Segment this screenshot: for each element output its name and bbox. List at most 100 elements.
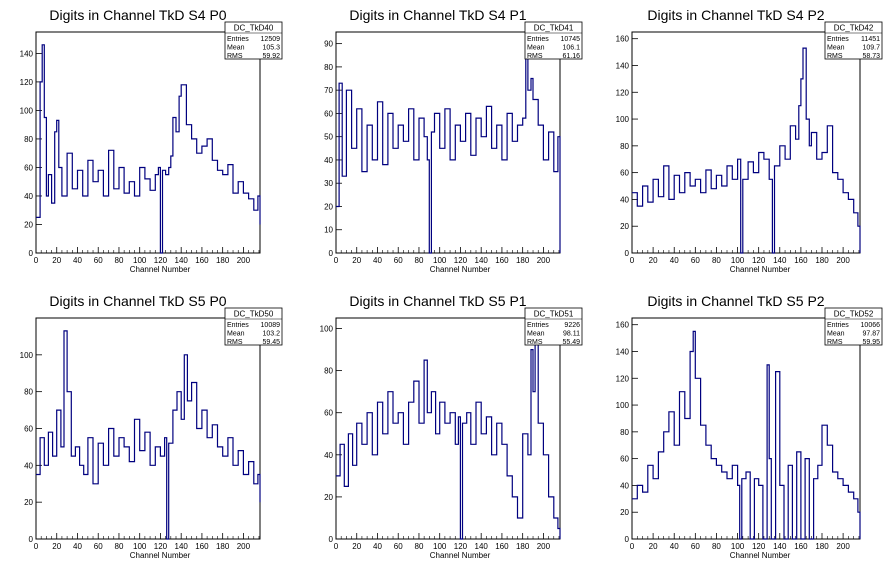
x-tick-label: 60 xyxy=(691,542,700,551)
x-tick-label: 160 xyxy=(195,542,209,551)
stats-box xyxy=(824,307,883,346)
y-tick-label: 40 xyxy=(620,195,629,204)
y-tick-label: 100 xyxy=(20,351,34,360)
stats-box xyxy=(524,307,583,346)
y-tick-label: 40 xyxy=(324,451,333,460)
panel-title: Digits in Channel TkD S4 P0 xyxy=(49,7,226,23)
y-tick-label: 20 xyxy=(24,220,33,229)
x-tick-label: 80 xyxy=(712,542,721,551)
panel-title: Digits in Channel TkD S5 P0 xyxy=(49,293,226,309)
y-tick-label: 70 xyxy=(324,86,333,95)
x-tick-label: 100 xyxy=(731,256,745,265)
y-tick-label: 0 xyxy=(29,535,34,544)
y-tick-label: 40 xyxy=(324,156,333,165)
stats-key: RMS xyxy=(227,339,243,346)
stats-key: RMS xyxy=(827,53,843,60)
x-tick-label: 80 xyxy=(712,256,721,265)
stats-name: DC_TkD50 xyxy=(234,310,274,319)
stats-value: 106.1 xyxy=(562,45,580,52)
x-tick-label: 120 xyxy=(154,542,168,551)
y-tick-label: 160 xyxy=(616,35,630,44)
stats-key: Entries xyxy=(527,36,549,43)
x-tick-label: 140 xyxy=(175,256,189,265)
x-tick-label: 160 xyxy=(794,256,808,265)
x-axis-label: Channel Number xyxy=(430,551,491,560)
stats-key: Entries xyxy=(227,36,249,43)
y-tick-label: 20 xyxy=(620,222,629,231)
stats-key: RMS xyxy=(227,53,243,60)
histogram-series xyxy=(632,330,861,540)
stats-key: Mean xyxy=(227,45,245,52)
stats-name: DC_TkD42 xyxy=(834,24,874,33)
x-tick-label: 200 xyxy=(237,542,251,551)
stats-name: DC_TkD52 xyxy=(834,310,874,319)
x-tick-label: 80 xyxy=(415,542,424,551)
stats-value: 10066 xyxy=(861,322,881,329)
histogram-series xyxy=(336,338,561,540)
x-tick-label: 100 xyxy=(433,542,447,551)
x-tick-label: 180 xyxy=(216,542,230,551)
stats-box xyxy=(224,307,283,346)
stats-box xyxy=(824,21,883,60)
stats-value: 59.45 xyxy=(262,339,280,346)
x-axis-label: Channel Number xyxy=(130,551,191,560)
y-tick-label: 80 xyxy=(24,135,33,144)
x-axis-label: Channel Number xyxy=(730,551,791,560)
stats-key: Mean xyxy=(227,331,245,338)
x-tick-label: 0 xyxy=(34,256,39,265)
x-tick-label: 0 xyxy=(334,256,339,265)
y-tick-label: 0 xyxy=(29,249,34,258)
x-tick-label: 120 xyxy=(752,256,766,265)
y-tick-label: 60 xyxy=(620,455,629,464)
stats-value: 11451 xyxy=(861,36,880,43)
x-tick-label: 200 xyxy=(836,256,850,265)
histogram-series xyxy=(336,54,561,254)
plot-frame xyxy=(335,317,561,540)
stats-key: RMS xyxy=(527,339,543,346)
y-tick-label: 160 xyxy=(616,321,630,330)
plot-frame xyxy=(335,31,561,254)
y-tick-label: 0 xyxy=(329,249,334,258)
y-tick-label: 0 xyxy=(329,535,334,544)
y-tick-label: 120 xyxy=(616,374,630,383)
x-tick-label: 20 xyxy=(352,256,361,265)
y-tick-label: 20 xyxy=(324,202,333,211)
stats-value: 59.95 xyxy=(862,339,880,346)
y-tick-label: 20 xyxy=(24,498,33,507)
plot-frame xyxy=(35,31,261,254)
x-tick-label: 180 xyxy=(516,256,530,265)
y-tick-label: 30 xyxy=(324,179,333,188)
x-tick-label: 80 xyxy=(115,542,124,551)
y-tick-label: 0 xyxy=(625,249,630,258)
stats-value: 10089 xyxy=(261,322,281,329)
y-tick-label: 50 xyxy=(324,133,333,142)
x-tick-label: 0 xyxy=(630,256,635,265)
stats-key: Mean xyxy=(527,331,545,338)
x-tick-label: 120 xyxy=(454,256,468,265)
y-tick-label: 140 xyxy=(616,347,630,356)
x-tick-label: 40 xyxy=(73,542,82,551)
x-tick-label: 0 xyxy=(334,542,339,551)
y-tick-label: 90 xyxy=(324,40,333,49)
x-tick-label: 20 xyxy=(352,542,361,551)
x-tick-label: 180 xyxy=(516,542,530,551)
x-tick-label: 160 xyxy=(495,542,509,551)
y-tick-label: 20 xyxy=(324,493,333,502)
x-tick-label: 80 xyxy=(415,256,424,265)
panel-title: Digits in Channel TkD S4 P1 xyxy=(349,7,526,23)
stats-value: 59.92 xyxy=(262,53,280,60)
y-tick-label: 140 xyxy=(20,49,34,58)
y-tick-label: 60 xyxy=(620,169,629,178)
y-tick-label: 100 xyxy=(616,115,630,124)
y-tick-label: 80 xyxy=(620,142,629,151)
stats-name: DC_TkD51 xyxy=(534,310,574,319)
y-tick-label: 40 xyxy=(24,192,33,201)
stats-value: 10745 xyxy=(561,36,581,43)
y-tick-label: 60 xyxy=(24,425,33,434)
stats-name: DC_TkD40 xyxy=(234,24,274,33)
stats-value: 103.2 xyxy=(262,331,280,338)
x-tick-label: 100 xyxy=(133,542,147,551)
x-tick-label: 120 xyxy=(154,256,168,265)
y-tick-label: 40 xyxy=(620,481,629,490)
